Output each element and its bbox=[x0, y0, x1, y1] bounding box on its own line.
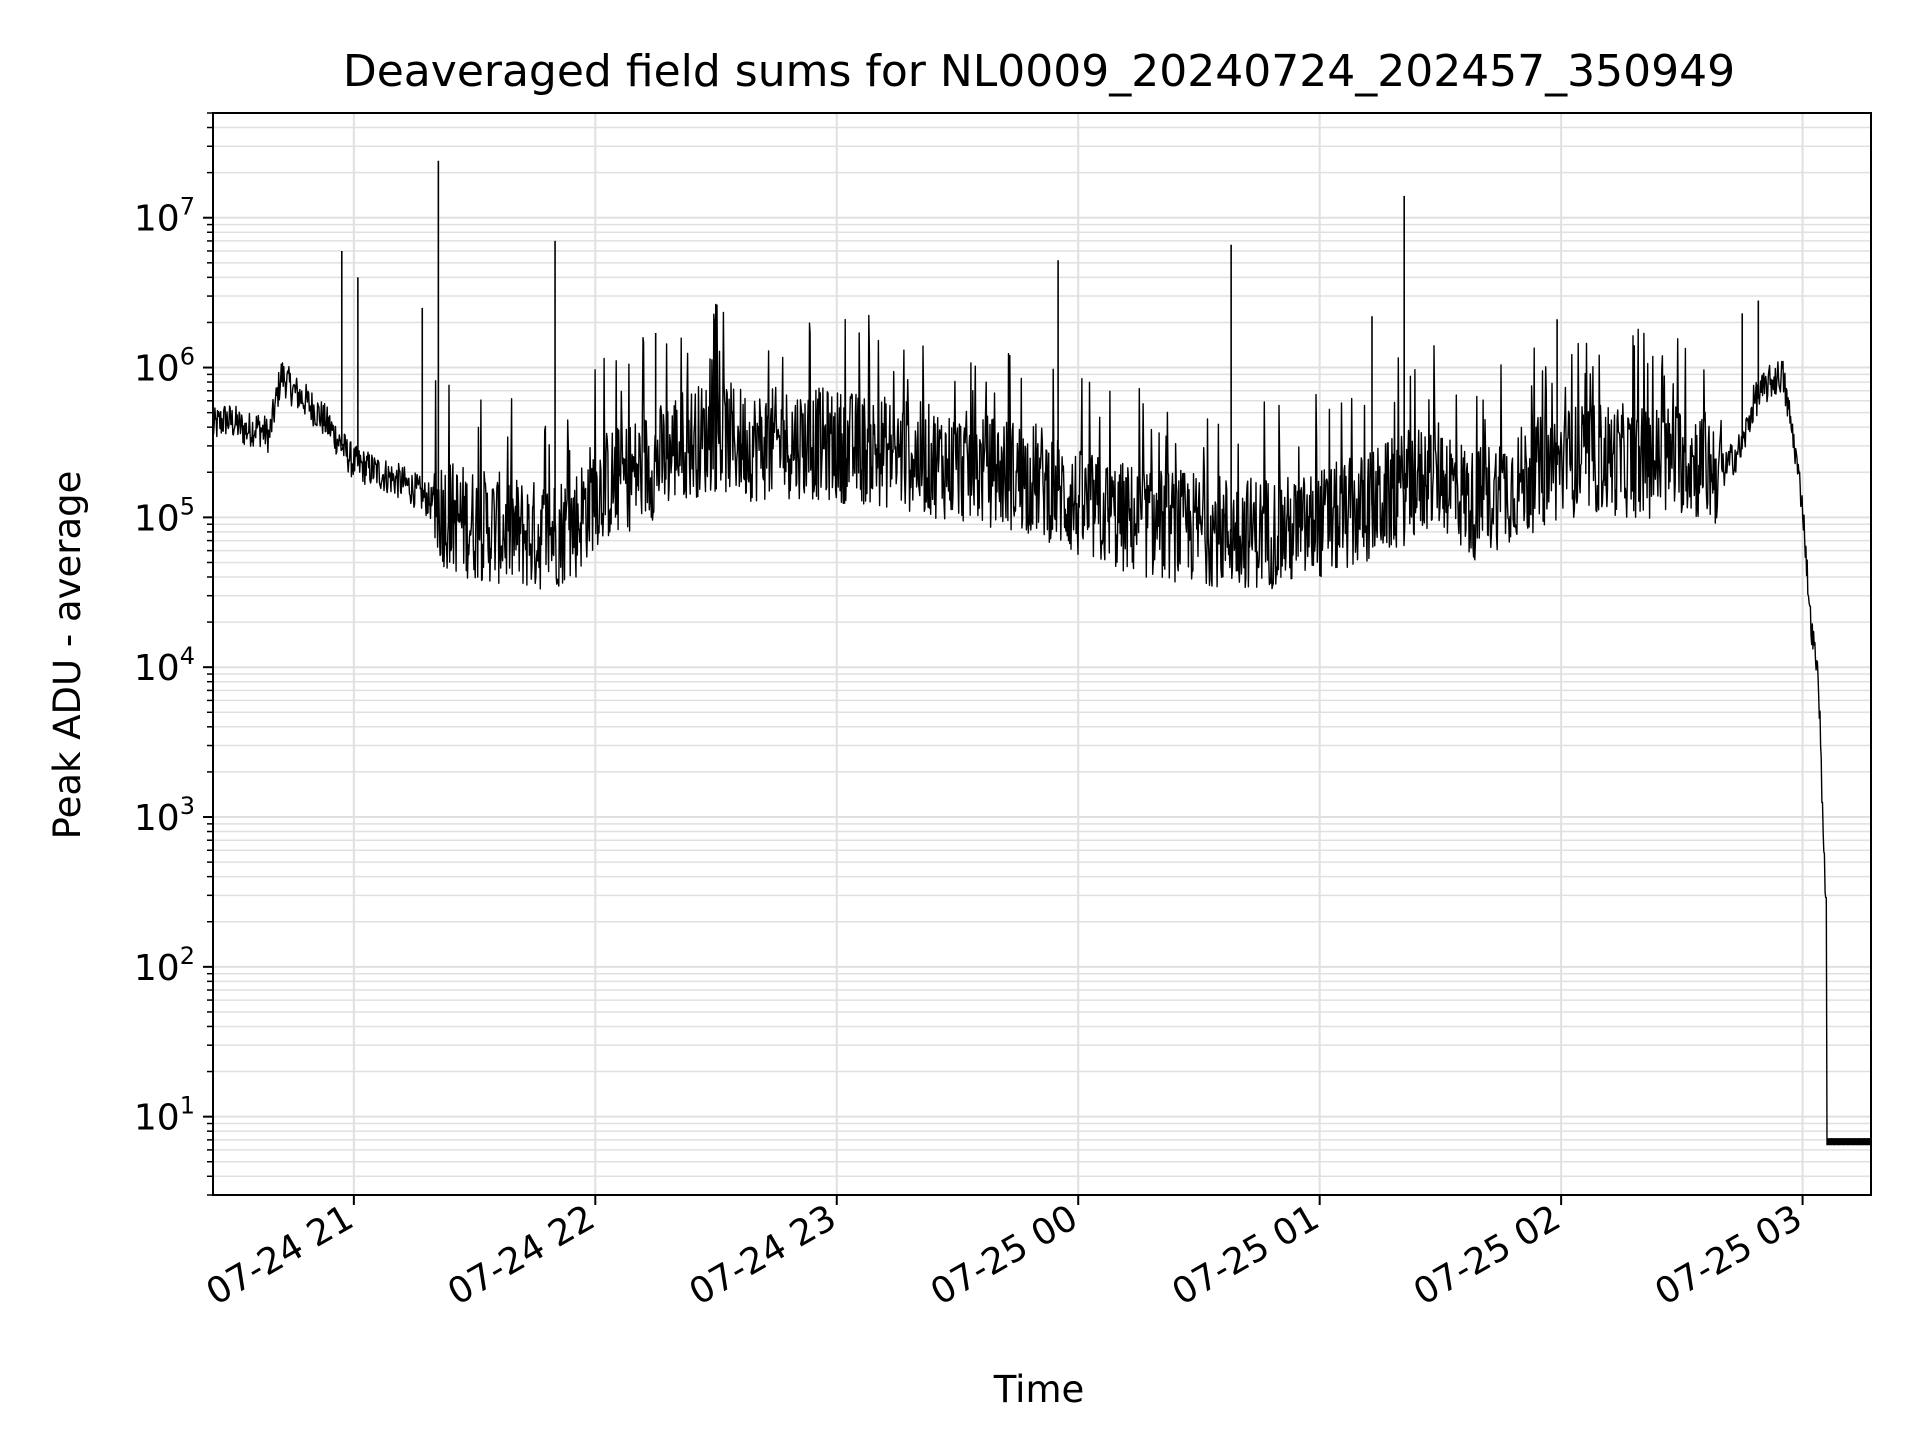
y-tick-label: 107 bbox=[134, 193, 195, 240]
y-tick-label: 104 bbox=[134, 642, 195, 689]
grid bbox=[213, 112, 1871, 1196]
y-axis: 101 102 103 104 105 106 107 bbox=[134, 112, 213, 1196]
plot-frame bbox=[212, 112, 1872, 1196]
y-tick-label: 105 bbox=[134, 492, 195, 539]
y-tick-label: 106 bbox=[134, 343, 195, 390]
chart-title: Deaveraged field sums for NL0009_2024072… bbox=[343, 46, 1735, 97]
x-axis-label: Time bbox=[993, 1368, 1085, 1411]
y-tick-label: 101 bbox=[134, 1092, 195, 1139]
series-layer bbox=[212, 160, 1872, 1146]
series-line bbox=[212, 303, 1872, 1146]
y-axis-label: Peak ADU - average bbox=[46, 471, 89, 840]
y-tick-label: 103 bbox=[134, 792, 195, 839]
y-tick-label: 102 bbox=[134, 942, 195, 989]
